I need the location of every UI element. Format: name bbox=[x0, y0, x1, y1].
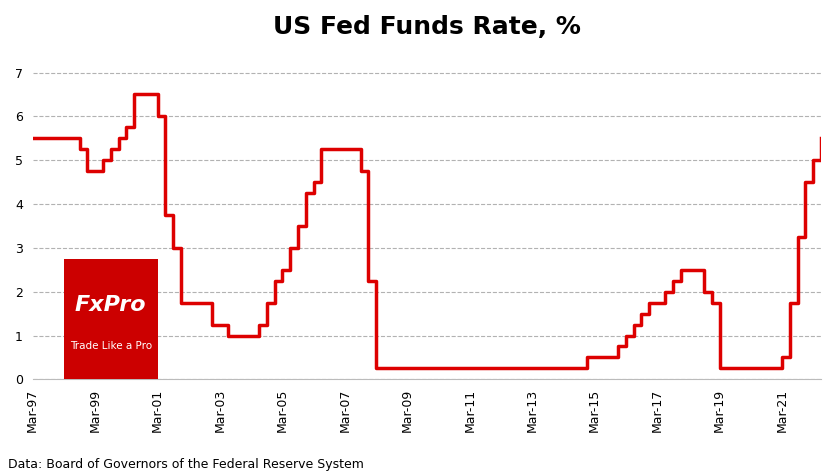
Text: Trade Like a Pro: Trade Like a Pro bbox=[69, 341, 152, 350]
Bar bbox=[64, 259, 158, 379]
Text: FxPro: FxPro bbox=[75, 295, 146, 315]
Title: US Fed Funds Rate, %: US Fed Funds Rate, % bbox=[273, 15, 581, 39]
Text: Data: Board of Governors of the Federal Reserve System: Data: Board of Governors of the Federal … bbox=[8, 458, 364, 471]
